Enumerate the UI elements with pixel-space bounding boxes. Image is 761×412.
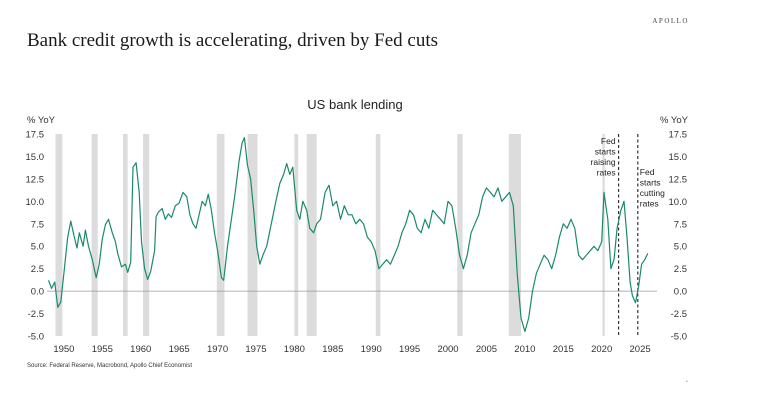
- recession-band-2: [123, 134, 128, 336]
- x-tick-2020: 2020: [591, 344, 612, 355]
- y-tick-left-7: 0.0: [31, 287, 44, 298]
- y-tick-right-0: 17.5: [669, 130, 688, 141]
- x-tick-2000: 2000: [437, 344, 458, 355]
- y-axis-label-left: % YoY: [27, 115, 56, 126]
- brand-logo: APOLLO: [652, 17, 689, 25]
- recession-bands: [55, 134, 605, 336]
- recession-band-7: [306, 134, 317, 336]
- y-tick-right-8: -2.5: [671, 309, 687, 320]
- page-title: Bank credit growth is accelerating, driv…: [27, 30, 439, 51]
- recession-band-6: [294, 134, 299, 336]
- recession-band-1: [91, 134, 98, 336]
- y-tick-right-1: 15.0: [669, 152, 688, 163]
- y-tick-left-4: 7.5: [31, 219, 44, 230]
- x-tick-2025: 2025: [630, 344, 651, 355]
- recession-band-8: [375, 134, 381, 336]
- y-axis-label-right: % YoY: [660, 115, 689, 126]
- x-tick-1950: 1950: [53, 344, 74, 355]
- recession-band-3: [143, 134, 150, 336]
- y-tick-right-7: 0.0: [674, 287, 687, 298]
- y-tick-left-2: 12.5: [26, 174, 45, 185]
- y-tick-left-8: -2.5: [28, 309, 44, 320]
- y-tick-left-9: -5.0: [28, 332, 44, 343]
- x-tick-1985: 1985: [322, 344, 343, 355]
- x-tick-1980: 1980: [284, 344, 305, 355]
- y-tick-left-5: 5.0: [31, 242, 44, 253]
- event-label-0-0: Fed: [601, 136, 616, 146]
- recession-band-11: [602, 134, 605, 336]
- recession-band-9: [457, 134, 463, 336]
- x-tick-1990: 1990: [361, 344, 382, 355]
- event-label-0-3: rates: [597, 168, 616, 178]
- event-label-1-3: rates: [640, 199, 659, 209]
- event-label-1-1: starts: [640, 178, 661, 188]
- event-label-1-0: Fed: [640, 167, 655, 177]
- x-tick-1995: 1995: [399, 344, 420, 355]
- y-tick-right-5: 5.0: [674, 242, 687, 253]
- y-tick-right-6: 2.5: [674, 264, 687, 275]
- y-tick-left-6: 2.5: [31, 264, 44, 275]
- recession-band-4: [216, 134, 225, 336]
- y-tick-left-3: 10.0: [26, 197, 45, 208]
- x-tick-2005: 2005: [476, 344, 497, 355]
- recession-band-0: [55, 134, 63, 336]
- event-label-0-2: raising: [591, 157, 616, 167]
- y-tick-left-1: 15.0: [26, 152, 45, 163]
- x-tick-2015: 2015: [553, 344, 574, 355]
- y-tick-right-4: 7.5: [674, 219, 687, 230]
- x-tick-2010: 2010: [514, 344, 535, 355]
- y-tick-right-3: 10.0: [669, 197, 688, 208]
- x-tick-1960: 1960: [130, 344, 151, 355]
- recession-band-5: [247, 134, 258, 336]
- x-tick-1975: 1975: [245, 344, 266, 355]
- series-line: [47, 137, 649, 333]
- corner-mark: •: [686, 379, 688, 385]
- y-tick-left-0: 17.5: [26, 130, 45, 141]
- y-tick-right-2: 12.5: [669, 174, 688, 185]
- x-tick-1955: 1955: [92, 344, 113, 355]
- y-tick-right-9: -5.0: [671, 332, 687, 343]
- event-label-0-1: starts: [595, 147, 616, 157]
- source-note: Source: Federal Reserve, Macrobond, Apol…: [27, 363, 193, 369]
- chart-title: US bank lending: [307, 97, 402, 112]
- x-tick-1970: 1970: [207, 344, 228, 355]
- axis-ticks: 1950 1955 1960 1965 1970 1975 1980 1985 1990 1995…: [26, 130, 688, 356]
- x-tick-1965: 1965: [169, 344, 190, 355]
- event-label-1-2: cutting: [640, 188, 665, 198]
